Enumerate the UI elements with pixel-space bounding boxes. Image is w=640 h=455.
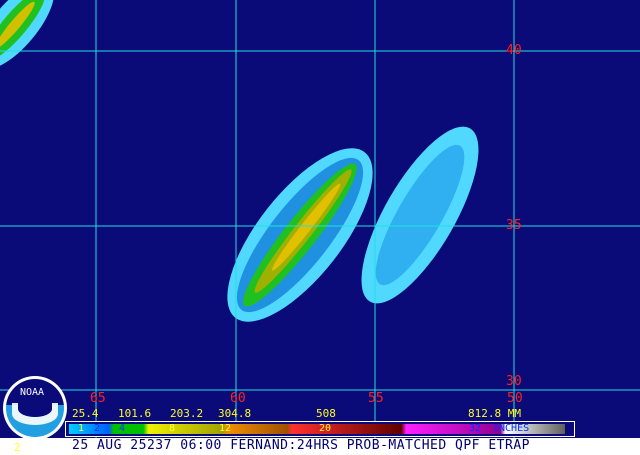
- inch-label: 2: [94, 423, 101, 434]
- inch-units-label: INCHES: [493, 423, 530, 434]
- lon-label-55: 55: [368, 391, 384, 406]
- precip-swath-northwest: [0, 0, 55, 70]
- lon-label-60: 60: [230, 391, 246, 406]
- inch-label: 20: [319, 423, 332, 434]
- precip-swath-main: [227, 148, 373, 322]
- inch-label: 4: [119, 423, 126, 434]
- page-number: 2: [14, 441, 21, 454]
- inch-label: 12: [219, 423, 232, 434]
- precipitation-map: 65 60 55 50 40 35 30 NOAA 25.4 101.6 203…: [0, 0, 640, 440]
- lon-label-50: 50: [507, 391, 523, 406]
- grid-lines: [0, 0, 640, 438]
- mm-label: 304.8: [218, 407, 252, 420]
- lat-label-30: 30: [506, 374, 522, 389]
- inch-label: 32: [469, 423, 482, 434]
- inch-label: 1: [78, 423, 85, 434]
- mm-label: 203.2: [170, 407, 204, 420]
- noaa-logo: NOAA: [3, 376, 67, 440]
- lat-label-40: 40: [506, 43, 522, 58]
- mm-label: 508: [316, 407, 336, 420]
- mm-label: 101.6: [118, 407, 152, 420]
- product-title: 25 AUG 25237 06:00 FERNAND:24HRS PROB-MA…: [72, 438, 530, 453]
- lat-label-35: 35: [506, 218, 522, 233]
- logo-text: NOAA: [20, 387, 45, 398]
- lon-label-65: 65: [90, 391, 106, 406]
- mm-label: 812.8 MM: [468, 407, 521, 420]
- mm-label: 25.4: [72, 407, 99, 420]
- inch-label: 8: [169, 423, 176, 434]
- precip-swath-east: [361, 126, 479, 304]
- footer-bar: 2 25 AUG 25237 06:00 FERNAND:24HRS PROB-…: [0, 438, 640, 455]
- legend-gradient: 1 2 4 8 12 20 32 INCHES: [69, 423, 565, 434]
- color-legend: 1 2 4 8 12 20 32 INCHES: [65, 421, 575, 437]
- precip-field: [0, 0, 640, 438]
